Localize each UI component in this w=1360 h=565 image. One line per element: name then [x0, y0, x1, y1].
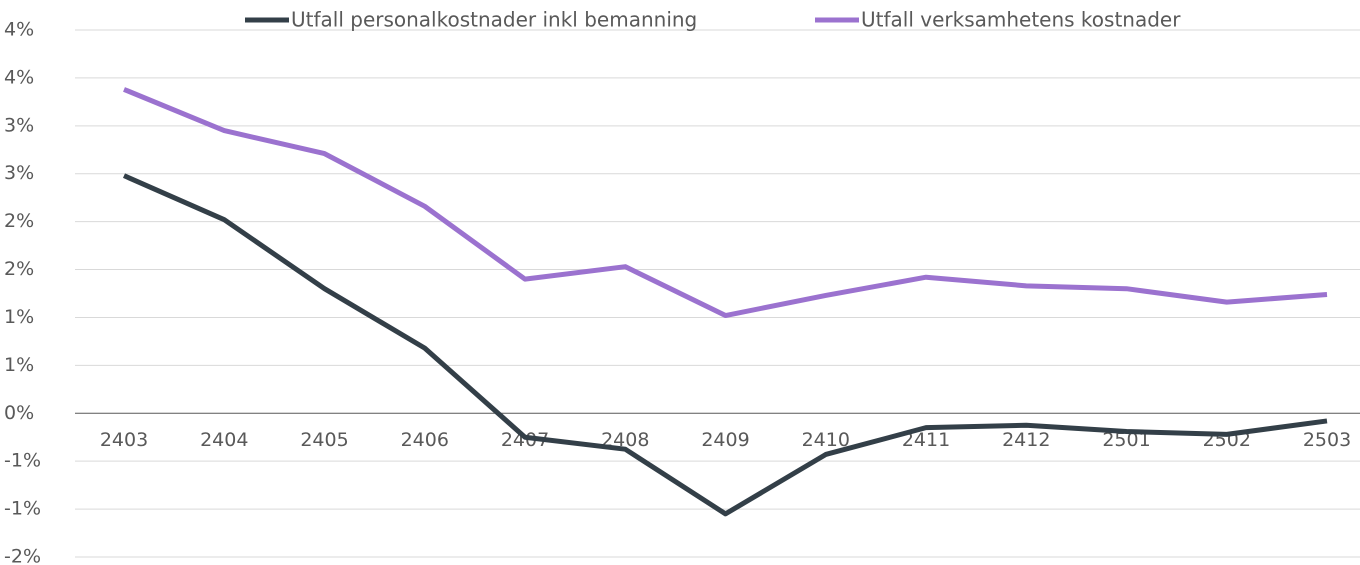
- x-tick-label: 2407: [501, 429, 549, 451]
- x-tick-label: 2406: [401, 429, 449, 451]
- x-tick-label: 2412: [1002, 429, 1050, 451]
- x-tick-label: 2403: [100, 429, 148, 451]
- x-tick-label: 2410: [802, 429, 850, 451]
- y-tick-label: 4%: [4, 19, 34, 41]
- y-tick-label: 1%: [4, 306, 34, 328]
- y-tick-label: 1%: [4, 354, 34, 376]
- y-tick-label: -1%: [4, 450, 41, 472]
- legend-label: Utfall verksamhetens kostnader: [861, 8, 1181, 32]
- y-tick-label: 3%: [4, 114, 34, 136]
- y-tick-label: -1%: [4, 498, 41, 520]
- x-tick-label: 2411: [902, 429, 950, 451]
- x-tick-label: 2409: [701, 429, 749, 451]
- y-tick-label: -2%: [4, 546, 41, 565]
- line-series: [122, 173, 1328, 517]
- y-tick-label: 0%: [4, 402, 34, 424]
- line-series: [123, 87, 1328, 319]
- y-tick-label: 2%: [4, 210, 34, 232]
- y-tick-label: 4%: [4, 66, 34, 88]
- x-tick-label: 2503: [1303, 429, 1351, 451]
- y-tick-label: 3%: [4, 162, 34, 184]
- x-tick-label: 2404: [200, 429, 248, 451]
- legend-label: Utfall personalkostnader inkl bemanning: [291, 8, 697, 32]
- x-tick-label: 2405: [300, 429, 348, 451]
- y-tick-label: 2%: [4, 258, 34, 280]
